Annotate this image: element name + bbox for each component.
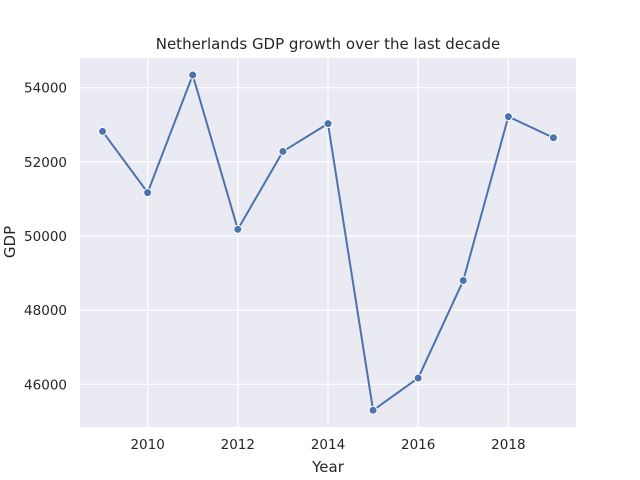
data-point [503, 112, 513, 122]
x-tick-labels: 2010 2012 2014 2016 2018 [130, 437, 525, 453]
y-axis-label: GDP [1, 226, 19, 258]
data-point [143, 188, 153, 198]
x-tick-label: 2014 [311, 437, 345, 453]
x-axis-label: Year [311, 458, 345, 476]
x-tick-label: 2018 [491, 437, 525, 453]
data-point [458, 276, 468, 286]
data-point [368, 405, 378, 415]
data-point [548, 133, 558, 143]
data-points [98, 70, 558, 415]
x-tick-label: 2016 [401, 437, 435, 453]
y-tick-label: 50000 [24, 229, 67, 245]
x-tick-label: 2010 [130, 437, 164, 453]
y-tick-label: 46000 [24, 377, 67, 393]
data-point [188, 70, 198, 80]
chart-title: Netherlands GDP growth over the last dec… [156, 35, 501, 53]
data-point [413, 373, 423, 383]
x-tick-label: 2012 [221, 437, 255, 453]
y-tick-label: 54000 [24, 81, 67, 97]
y-tick-label: 52000 [24, 155, 67, 171]
data-point [323, 119, 333, 129]
y-tick-labels: 46000 48000 50000 52000 54000 [24, 81, 67, 394]
data-point [278, 146, 288, 156]
y-tick-label: 48000 [24, 303, 67, 319]
data-point [233, 224, 243, 234]
data-point [98, 126, 108, 136]
